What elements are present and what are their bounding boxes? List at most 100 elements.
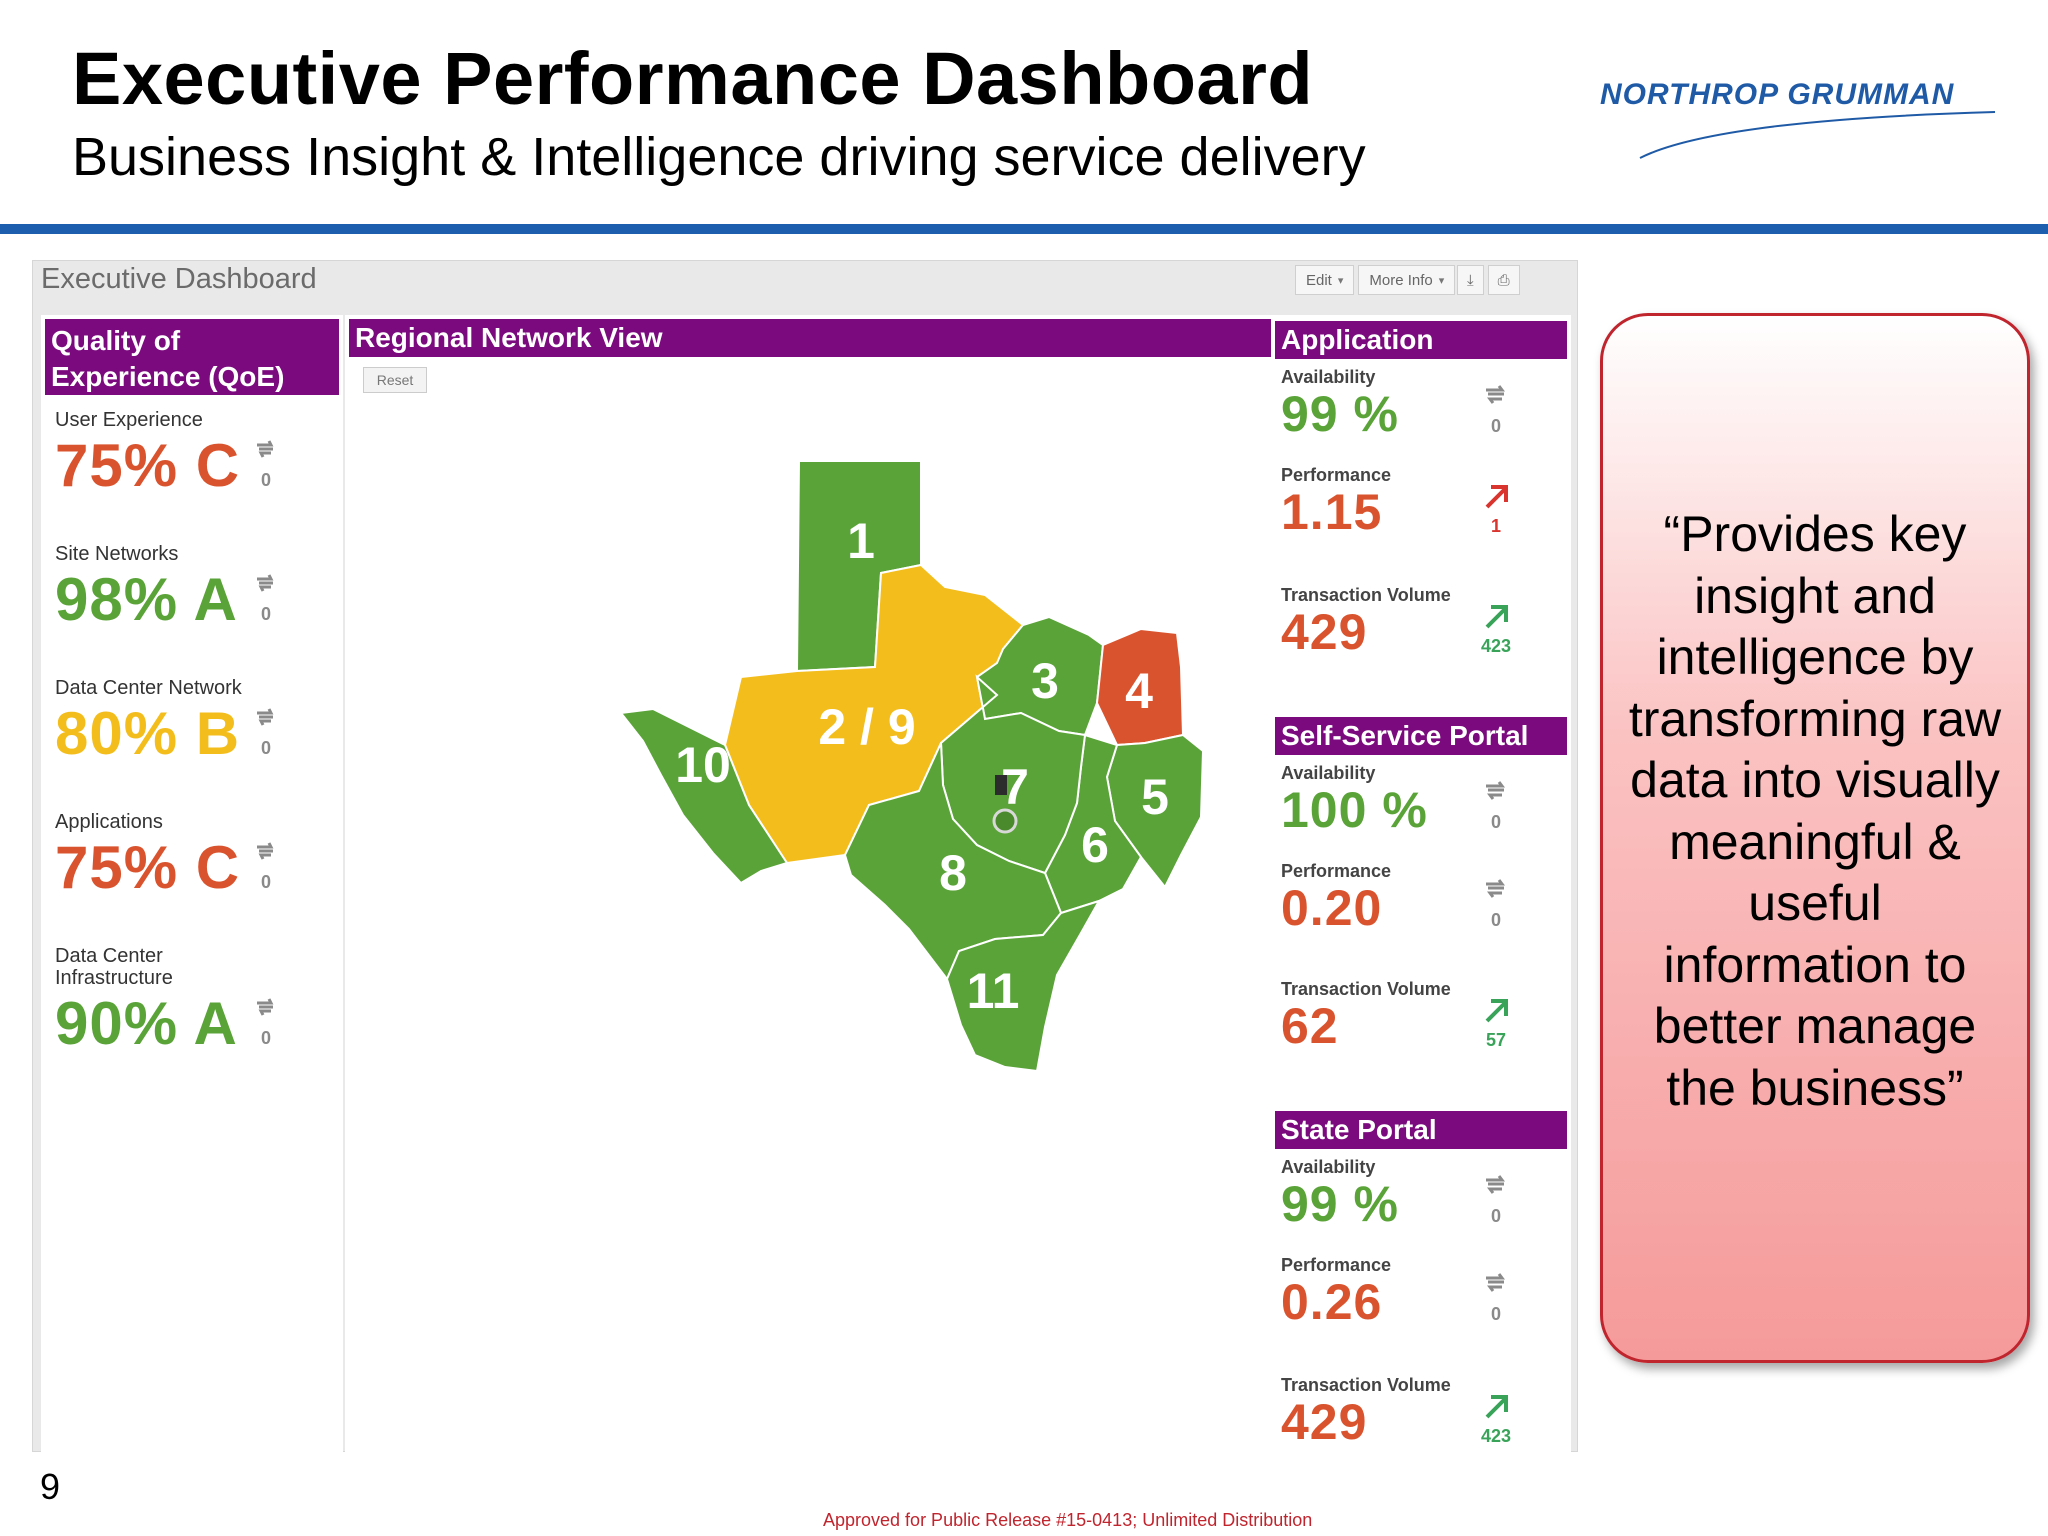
trend-indicator: 0 [253, 707, 279, 758]
print-icon: ⎙ [1497, 271, 1510, 289]
qoe-item[interactable]: Data Center Infrastructure 90% A 0 [55, 945, 335, 1057]
neutral-trend-icon [257, 440, 274, 458]
metric-value: 99 % [1281, 386, 1399, 442]
metric-label: Performance [1281, 465, 1392, 485]
qoe-item[interactable]: Data Center Network 80% B 0 [55, 677, 335, 767]
application-metrics-panel: Application Availability 99 % 0 Performance 1… [1271, 315, 1571, 1453]
metric-label: Availability [1281, 367, 1376, 387]
qoe-item-value: 75% C [55, 432, 241, 499]
metric-value: 62 [1281, 998, 1339, 1054]
trend-count: 0 [260, 738, 271, 758]
slide-subtitle: Business Insight & Intelligence driving … [72, 127, 1366, 187]
trend-count: 0 [260, 470, 271, 490]
more-info-button[interactable]: More Info ▾ [1358, 265, 1456, 295]
qoe-item-label: Data Center [55, 945, 163, 967]
qoe-panel: Quality of Experience (QoE) User Experie… [41, 315, 343, 1453]
trend-count: 0 [1490, 910, 1501, 930]
qoe-title-line1: Quality of [51, 325, 181, 356]
edit-button[interactable]: Edit ▾ [1295, 265, 1355, 295]
neutral-trend-icon [257, 842, 274, 860]
more-info-button-label: More Info [1369, 271, 1433, 289]
page-number: 9 [40, 1466, 61, 1507]
quote-callout: “Provides key insight and intelligence b… [1600, 313, 2030, 1363]
trend-indicator: 0 [1481, 779, 1511, 833]
dashboard-title: Executive Dashboard [41, 263, 317, 295]
metric-tile[interactable]: Performance 1.15 1 [1281, 465, 1567, 539]
regional-network-title: Regional Network View [349, 319, 1285, 357]
dashboard-icon-toolbar: ⤓ ⎙ [1457, 265, 1520, 295]
print-button[interactable]: ⎙ [1487, 265, 1520, 295]
metric-label: Transaction Volume [1281, 979, 1451, 999]
metric-tile[interactable]: Availability 100 % 0 [1281, 763, 1567, 837]
slide-title: Executive Performance Dashboard [72, 37, 1314, 120]
metric-tile[interactable]: Availability 99 % 0 [1281, 367, 1567, 441]
map-region-label: 2 / 9 [818, 699, 915, 755]
map-region-label: 10 [675, 737, 731, 793]
metric-tile[interactable]: Transaction Volume 429 423 [1281, 585, 1567, 659]
trend-count: 0 [1490, 812, 1501, 832]
download-icon: ⤓ [1467, 271, 1474, 289]
trend-indicator: 0 [253, 997, 279, 1048]
reset-button[interactable]: Reset [363, 367, 427, 393]
trend-count: 0 [260, 604, 271, 624]
map-region-label: 5 [1141, 769, 1169, 825]
trend-indicator: 0 [253, 573, 279, 624]
metric-tile[interactable]: Performance 0.26 0 [1281, 1255, 1567, 1329]
map-region[interactable] [619, 707, 789, 885]
metric-tile[interactable]: Availability 99 % 0 [1281, 1157, 1567, 1231]
map-region-label: 4 [1125, 663, 1153, 719]
map-region-label: 11 [967, 963, 1020, 1019]
trend-indicator: 423 [1481, 1391, 1512, 1446]
trend-indicator: 0 [253, 439, 279, 490]
metric-value: 1.15 [1281, 484, 1383, 540]
trend-count: 0 [260, 872, 271, 892]
qoe-item[interactable]: Site Networks 98% A 0 [55, 543, 335, 633]
logo-text: NORTHROP GRUMMAN [1600, 78, 1955, 111]
map-region[interactable] [945, 899, 1102, 1073]
trend-indicator: 0 [1481, 383, 1511, 437]
map-marker-icon[interactable] [992, 808, 1018, 834]
qoe-item[interactable]: User Experience 75% C 0 [55, 409, 335, 499]
metric-tile[interactable]: Transaction Volume 62 57 [1281, 979, 1567, 1053]
metric-tile[interactable]: Transaction Volume 429 423 [1281, 1375, 1567, 1449]
metric-label: Availability [1281, 763, 1376, 783]
northrop-grumman-logo: NORTHROP GRUMMAN [1595, 70, 2005, 170]
qoe-item-value: 75% C [55, 834, 241, 901]
qoe-item-label: User Experience [55, 409, 203, 431]
map-region-label: 6 [1081, 817, 1109, 873]
metric-label: Performance [1281, 861, 1392, 881]
trend-count: 423 [1481, 1426, 1512, 1446]
download-button[interactable]: ⤓ [1457, 265, 1484, 295]
metric-value: 429 [1281, 1394, 1368, 1450]
metric-label: Availability [1281, 1157, 1376, 1177]
metric-value: 0.26 [1281, 1274, 1383, 1330]
trend-up-icon [1485, 1395, 1508, 1419]
chevron-down-icon: ▾ [1438, 274, 1445, 287]
trend-indicator: 0 [1481, 1271, 1511, 1325]
metric-label: Transaction Volume [1281, 1375, 1451, 1395]
qoe-item[interactable]: Applications 75% C 0 [55, 811, 335, 901]
section-title: State Portal [1275, 1111, 1567, 1149]
trend-indicator: 0 [1481, 1173, 1511, 1227]
qoe-item-label: Applications [55, 811, 163, 833]
map-pin-icon [995, 775, 1007, 795]
trend-count: 57 [1485, 1030, 1507, 1050]
trend-count: 423 [1481, 636, 1512, 656]
chevron-down-icon: ▾ [1337, 274, 1344, 287]
qoe-item-label: Data Center Network [55, 677, 242, 699]
metric-value: 99 % [1281, 1176, 1399, 1232]
logo-swoosh-icon [1639, 111, 1996, 159]
metric-tile[interactable]: Performance 0.20 0 [1281, 861, 1567, 935]
qoe-panel-title: Quality of Experience (QoE) [45, 319, 339, 395]
neutral-trend-icon [1486, 1273, 1505, 1292]
metric-value: 0.20 [1281, 880, 1383, 936]
qoe-item-value: 90% A [55, 990, 238, 1057]
qoe-item-value: 80% B [55, 700, 241, 767]
qoe-item-value: 98% A [55, 566, 238, 633]
map-region-label: 8 [939, 845, 967, 901]
section-title: Self-Service Portal [1275, 717, 1567, 755]
trend-indicator: 0 [253, 841, 279, 892]
trend-count: 0 [1490, 416, 1501, 436]
